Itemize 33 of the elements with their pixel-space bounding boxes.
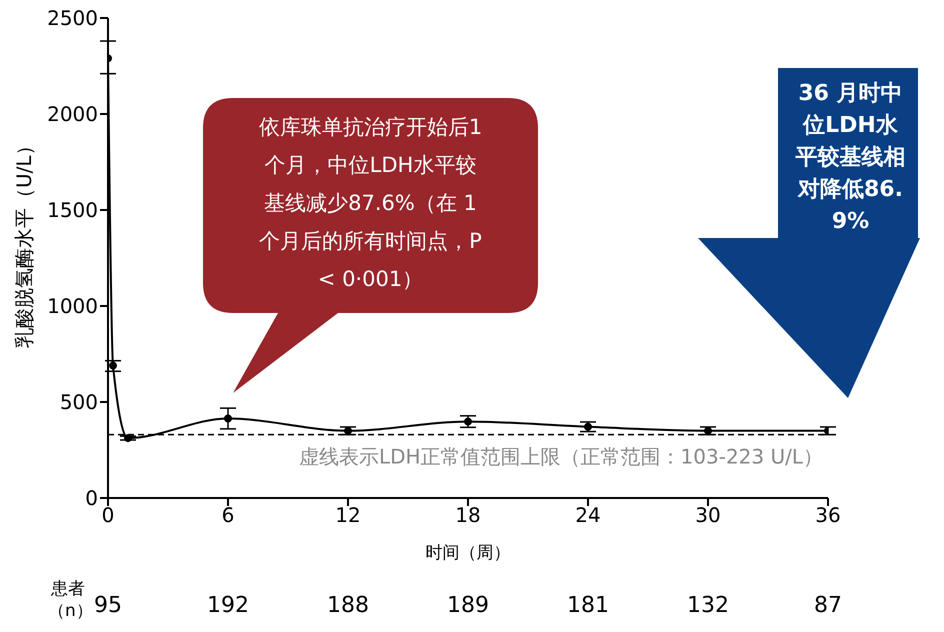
x-axis-title: 时间（周） [426,543,510,563]
y-tick-label: 1000 [47,294,98,318]
x-tick-label: 18 [455,503,481,528]
point [109,362,117,370]
text: 181 [566,593,610,618]
text: 95 [94,593,122,618]
annotation: 依库珠单抗治疗开始后1 个月，中位LDH水平较基线减少87.6%（在 1个月后的所有时间点，P < 0·001） [258,114,483,293]
point [124,434,132,442]
text: 192 [206,593,250,618]
text: 188 [326,593,370,618]
y-tick-label: 1500 [47,198,98,222]
text: 患者（n） [48,578,93,622]
point [344,426,352,435]
y-tick-label: 2000 [47,102,98,126]
y-tick-label: 2500 [47,6,98,30]
x-tick-label: 24 [575,503,601,528]
point [224,414,232,423]
text: 189 [446,593,490,618]
ref-line-label: 虚线表示LDH正常值范围上限（正常范围：103-223 U/L） [298,444,823,469]
point [464,418,472,426]
x-tick-label: 0 [102,503,114,528]
x-tick-label: 30 [695,503,721,528]
point [704,426,712,435]
text: 87 [813,593,843,618]
x-tick-label: 12 [335,503,361,528]
x-tick-label: 6 [222,503,234,528]
y-axis-title: 乳酸脱氢酶水平（U/L） [12,135,36,348]
x-tick-label: 36 [815,503,841,528]
annotation: 36 月时中位LDH水平较基线相对降低86.9% [794,80,906,236]
point [584,422,592,431]
y-tick-label: 500 [60,390,98,414]
text: 132 [686,593,730,618]
y-tick-label: 0 [85,486,98,510]
